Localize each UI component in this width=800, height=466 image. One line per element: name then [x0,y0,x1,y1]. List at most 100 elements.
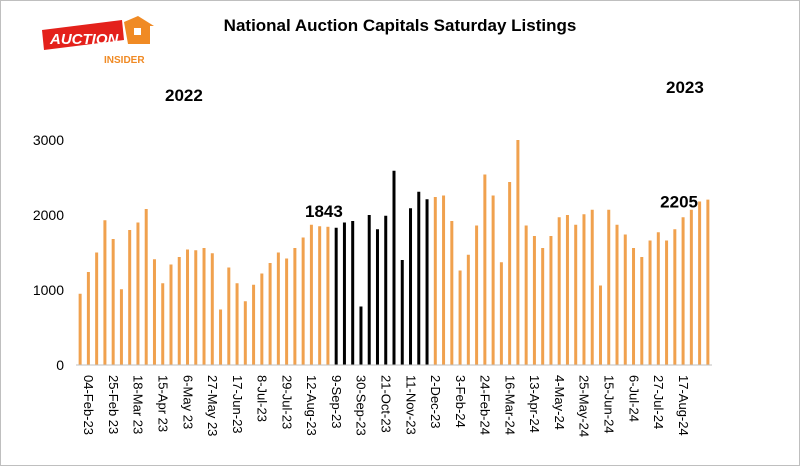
x-tick-label: 11-Nov-23 [403,375,418,435]
bar [111,239,115,365]
bar [276,252,280,365]
auction-insider-logo: AUCTION INSIDER [38,14,168,74]
bar [565,215,569,365]
bar [648,240,652,365]
bar [607,209,611,365]
x-tick-label: 17-Aug-24 [676,375,691,436]
bar [177,257,181,365]
y-tick-label: 0 [56,357,64,373]
bar [219,309,223,365]
bar [574,224,578,365]
x-tick-label: 27-May 23 [205,375,220,436]
logo-word-auction: AUCTION [49,31,119,48]
bar [689,209,693,365]
bar [186,249,190,365]
bar [169,264,173,365]
bar [706,199,710,366]
bar [78,293,82,365]
bar [285,258,289,365]
bar [673,229,677,365]
bar [309,224,313,365]
year-label-2023: 2023 [666,78,704,97]
bar [359,306,363,365]
bar [590,209,594,365]
bar [268,263,272,365]
bar [483,174,487,365]
x-tick-label: 29-Jul-23 [279,375,294,429]
x-tick-label: 4-May-24 [552,375,567,430]
bar [698,201,702,365]
bar [532,236,536,365]
bar [103,220,107,365]
bars-group [78,140,710,366]
year-label-2022: 2022 [165,86,203,105]
bar [598,285,602,365]
x-tick-label: 18-Mar 23 [131,375,146,434]
bar [375,229,379,365]
bar [557,217,561,365]
bar [516,140,520,365]
x-tick-label: 15-Jun-24 [601,375,616,434]
y-tick-label: 2000 [33,207,64,223]
bar [623,234,627,365]
x-tick-label: 3-Feb-24 [453,375,468,428]
bar [549,236,553,365]
bar [475,225,479,365]
bar [144,209,148,365]
x-tick-label: 2-Dec-23 [428,375,443,428]
logo-red-banner [42,20,124,50]
bar [227,267,231,365]
bar [95,252,99,365]
x-tick-label: 6-Jul-24 [626,375,641,422]
bar [681,217,685,365]
x-tick-label: 04-Feb-23 [81,375,96,435]
annotations-group: 1843 2205 [305,192,698,221]
bar [342,222,346,365]
x-tick-label: 15-Apr 23 [155,375,170,432]
x-tick-label: 8-Jul-23 [255,375,270,422]
bar [524,225,528,365]
bar [665,240,669,365]
bar [632,248,636,365]
bar [615,224,619,365]
y-tick-label: 1000 [33,282,64,298]
bar [194,250,198,365]
bar [458,270,462,365]
bar [161,283,165,365]
bar [640,257,644,365]
logo-house-window [134,28,141,35]
bar [318,226,322,365]
annotation-label: 2205 [660,192,698,211]
bar [508,182,512,365]
bar [656,232,660,365]
bar [293,248,297,365]
bar [499,262,503,365]
x-tick-label: 25-Feb 23 [106,375,121,434]
bar [235,283,239,365]
x-tick-label: 24-Feb-24 [478,375,493,435]
x-tick-label: 25-May-24 [577,375,592,437]
bar [582,214,586,365]
bar [119,289,123,365]
bar [392,170,396,365]
bar [152,259,156,365]
x-tick-label: 27-Jul-24 [651,375,666,429]
bar [334,227,338,365]
x-tick-label: 21-Oct-23 [378,375,393,433]
bar [243,301,247,365]
bar [351,221,355,365]
bar [326,226,330,365]
bar [409,208,413,365]
bar [128,230,132,365]
chart-title: National Auction Capitals Saturday Listi… [223,16,577,35]
x-tick-label: 9-Sep-23 [329,375,344,428]
bar [425,199,429,365]
x-tick-label: 13-Apr-24 [527,375,542,433]
bar [417,191,421,365]
bar [252,284,256,365]
x-tick-label: 16-Mar-24 [502,375,517,435]
bar [301,237,305,365]
bar [136,222,140,365]
